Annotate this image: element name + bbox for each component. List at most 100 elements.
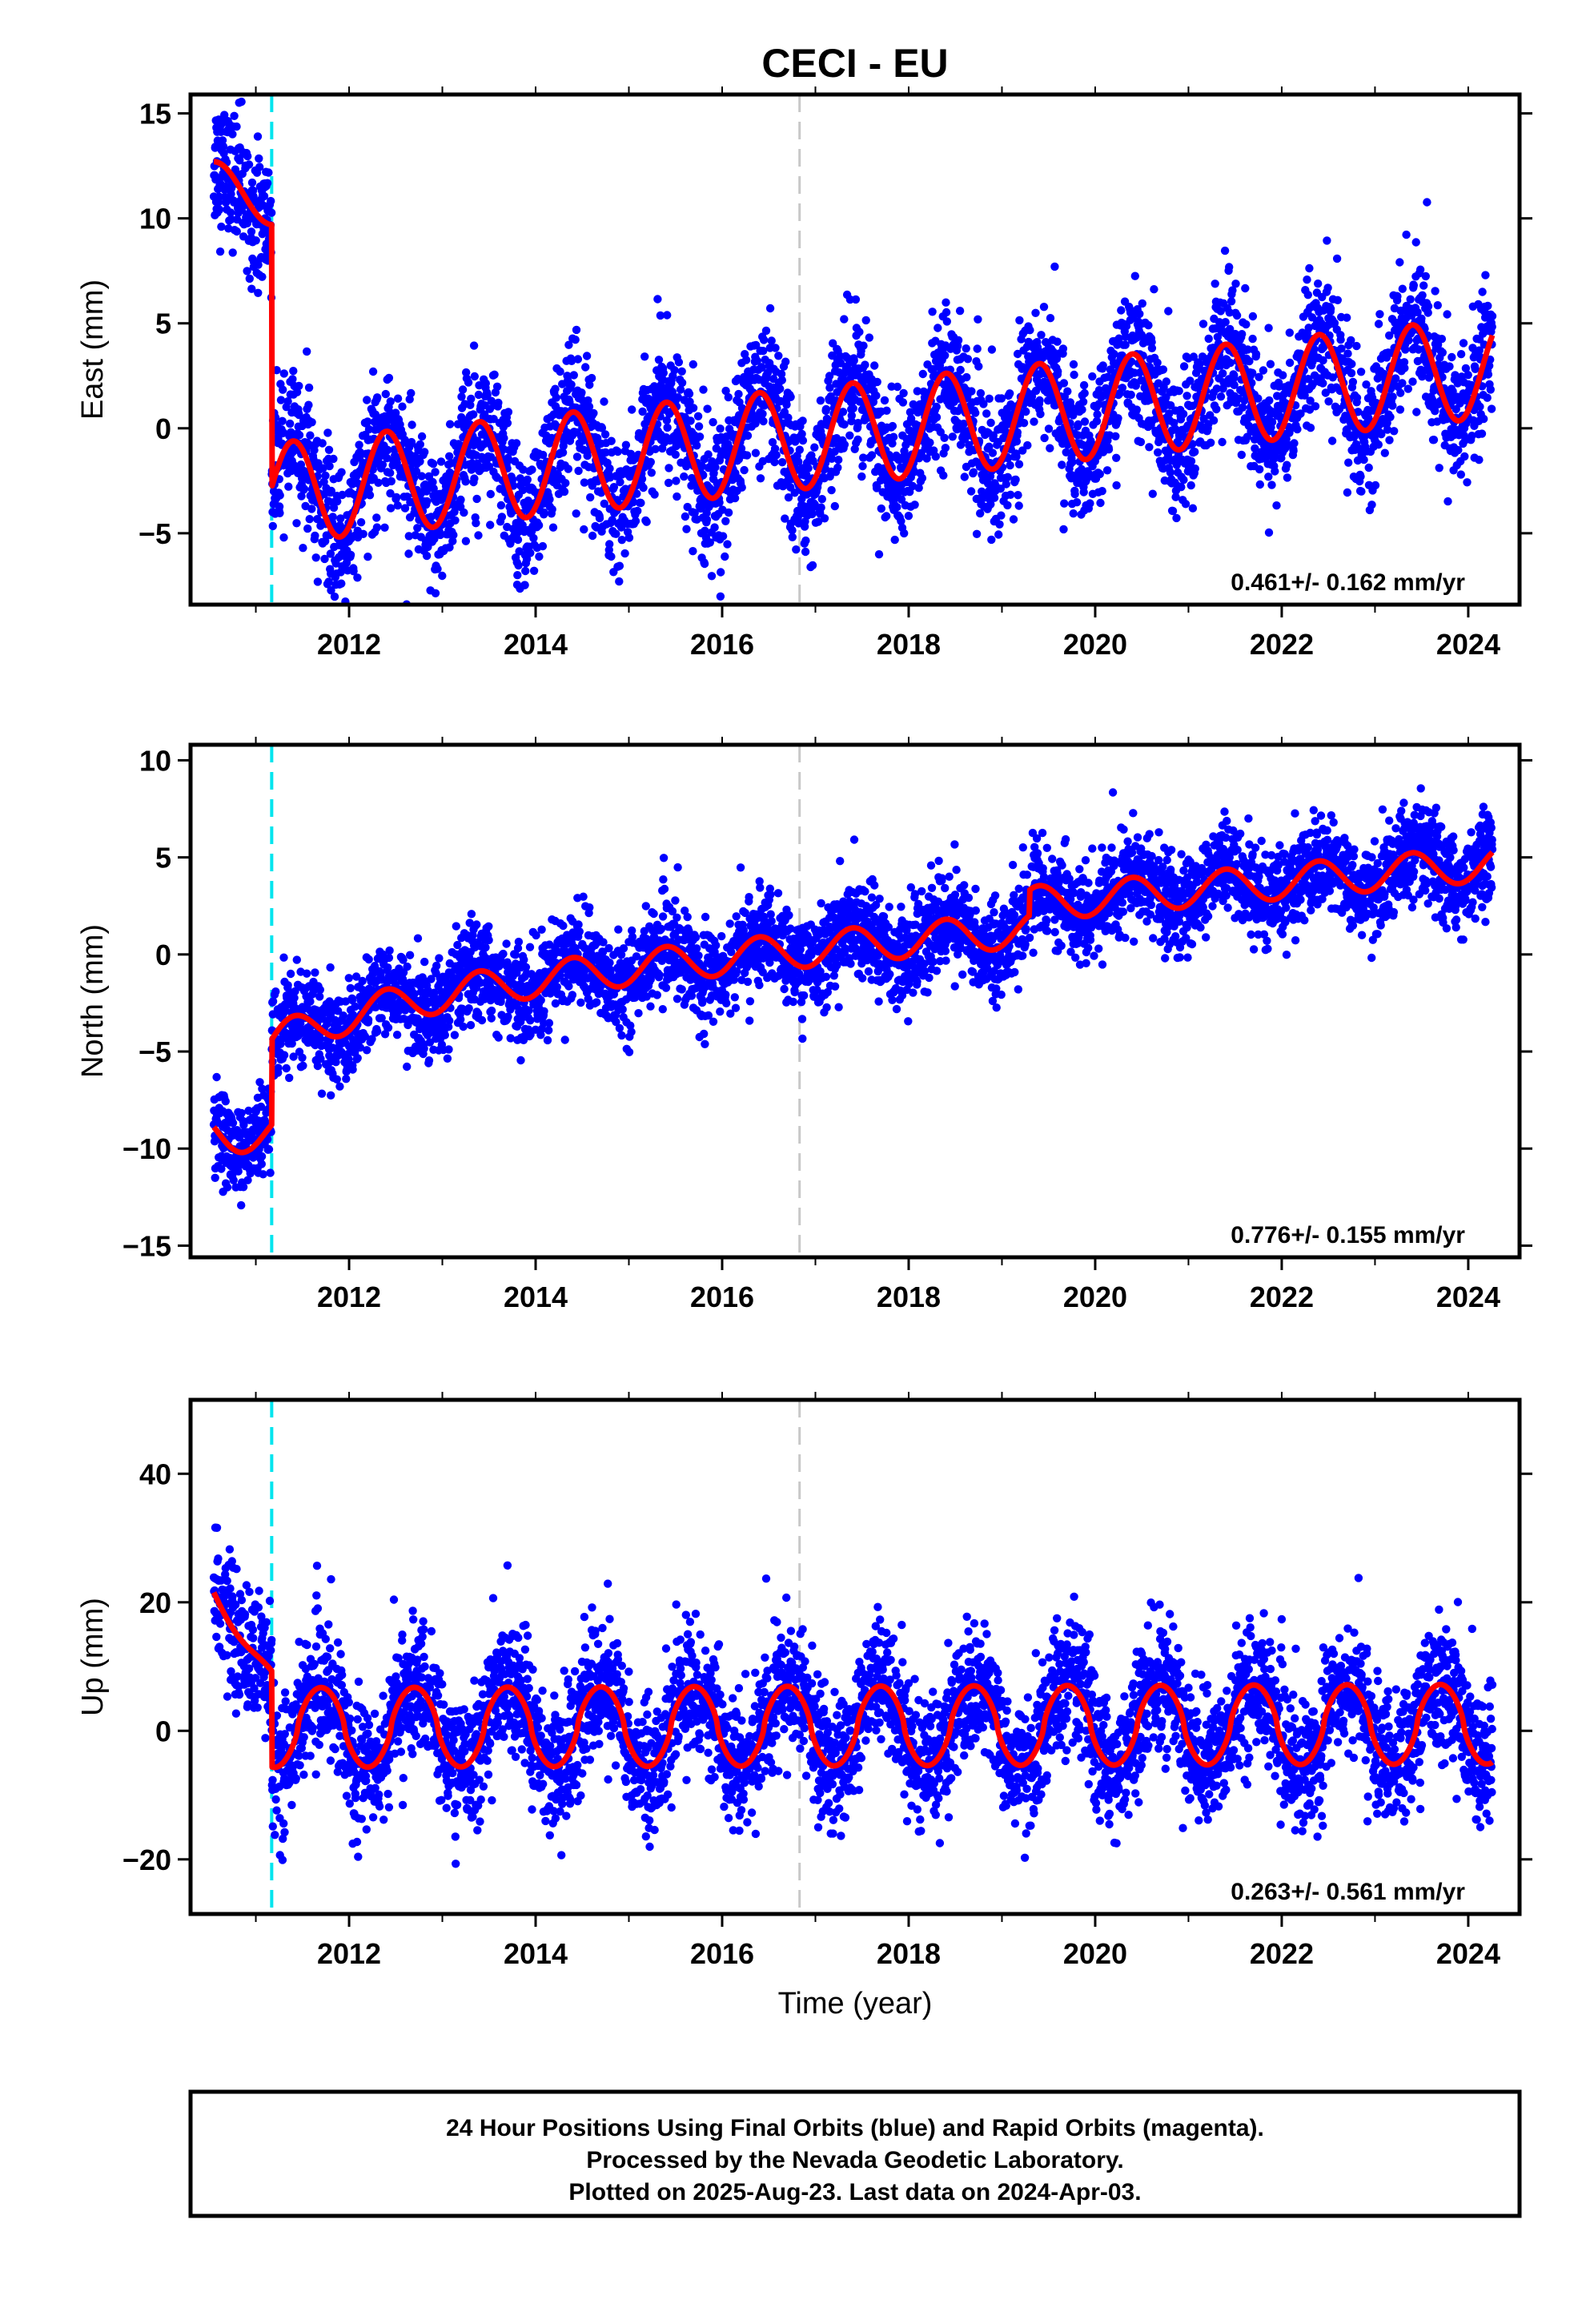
data-point bbox=[1232, 311, 1242, 320]
data-point bbox=[1102, 466, 1112, 475]
data-point bbox=[960, 472, 970, 481]
data-point bbox=[1166, 468, 1175, 477]
data-point bbox=[741, 356, 751, 364]
data-point bbox=[1251, 350, 1261, 359]
data-point bbox=[483, 390, 492, 400]
data-point bbox=[363, 553, 372, 561]
data-point bbox=[681, 512, 690, 521]
data-point bbox=[1191, 448, 1199, 456]
y-axis-label: East (mm) bbox=[76, 279, 110, 420]
data-point bbox=[654, 356, 664, 364]
data-point bbox=[380, 523, 389, 532]
data-point bbox=[751, 448, 761, 457]
data-point bbox=[586, 493, 595, 502]
data-point bbox=[276, 396, 286, 404]
data-point bbox=[663, 423, 672, 432]
data-point bbox=[1386, 412, 1395, 421]
data-point bbox=[753, 356, 761, 365]
data-point bbox=[1209, 416, 1219, 425]
data-point bbox=[1014, 491, 1022, 500]
data-point bbox=[1456, 350, 1466, 359]
data-point bbox=[239, 1183, 248, 1192]
data-point bbox=[264, 1145, 274, 1154]
data-point bbox=[323, 428, 332, 437]
data-point bbox=[910, 501, 919, 509]
data-point bbox=[1395, 258, 1404, 267]
data-point bbox=[1031, 308, 1040, 317]
data-point bbox=[1347, 360, 1356, 368]
data-point bbox=[676, 385, 685, 394]
data-point bbox=[420, 448, 429, 456]
data-point bbox=[407, 388, 416, 398]
data-point bbox=[232, 122, 241, 131]
data-point bbox=[1423, 302, 1433, 311]
data-point bbox=[1003, 501, 1012, 510]
data-point bbox=[615, 561, 624, 570]
data-point bbox=[404, 532, 413, 541]
data-point bbox=[817, 495, 826, 504]
data-point bbox=[734, 389, 743, 399]
data-point bbox=[647, 468, 656, 477]
data-point bbox=[966, 487, 976, 496]
data-point bbox=[810, 443, 819, 452]
data-point bbox=[307, 505, 316, 513]
data-point bbox=[560, 487, 569, 497]
data-point bbox=[682, 525, 691, 533]
data-point bbox=[990, 493, 999, 502]
data-point bbox=[326, 963, 335, 972]
data-point bbox=[1395, 405, 1405, 414]
data-point bbox=[315, 985, 324, 995]
data-point bbox=[254, 260, 263, 269]
data-point bbox=[551, 384, 560, 393]
data-point bbox=[1078, 405, 1086, 414]
data-point bbox=[393, 394, 403, 403]
data-point bbox=[1112, 480, 1121, 490]
data-point bbox=[955, 307, 965, 316]
data-point bbox=[413, 524, 422, 533]
data-point bbox=[699, 385, 708, 394]
data-point bbox=[801, 547, 810, 557]
data-point bbox=[278, 416, 287, 425]
data-point bbox=[428, 477, 437, 487]
data-point bbox=[558, 448, 568, 457]
data-point bbox=[1374, 320, 1383, 328]
data-point bbox=[384, 373, 394, 383]
data-point bbox=[324, 445, 334, 454]
data-point bbox=[1138, 299, 1147, 308]
data-point bbox=[601, 448, 610, 457]
data-point bbox=[286, 969, 295, 979]
data-point bbox=[295, 411, 303, 420]
data-point bbox=[918, 369, 928, 379]
data-point bbox=[1003, 472, 1012, 481]
data-point bbox=[845, 431, 854, 440]
data-point bbox=[1254, 394, 1263, 403]
data-point bbox=[292, 955, 301, 964]
data-point bbox=[776, 384, 785, 393]
data-point bbox=[633, 506, 642, 516]
data-point bbox=[404, 549, 413, 558]
data-point bbox=[1059, 525, 1068, 534]
data-point bbox=[849, 356, 858, 365]
data-point bbox=[941, 351, 950, 360]
data-point bbox=[1375, 310, 1384, 319]
data-point bbox=[987, 535, 996, 545]
data-point bbox=[306, 997, 315, 1006]
data-point bbox=[1132, 405, 1142, 414]
data-point bbox=[408, 420, 416, 429]
data-point bbox=[1211, 279, 1219, 288]
data-point bbox=[348, 1065, 357, 1074]
data-point bbox=[1191, 464, 1200, 473]
data-point bbox=[690, 509, 699, 517]
data-point bbox=[1314, 279, 1323, 288]
data-point bbox=[1050, 262, 1059, 271]
data-point bbox=[431, 468, 440, 476]
data-point bbox=[1412, 408, 1421, 416]
data-point bbox=[267, 208, 276, 217]
data-point bbox=[1225, 263, 1234, 271]
data-point bbox=[298, 1053, 307, 1063]
data-point bbox=[365, 491, 375, 500]
data-point bbox=[326, 549, 335, 558]
data-point bbox=[1255, 480, 1265, 489]
data-point bbox=[529, 566, 539, 575]
data-point bbox=[573, 355, 583, 364]
